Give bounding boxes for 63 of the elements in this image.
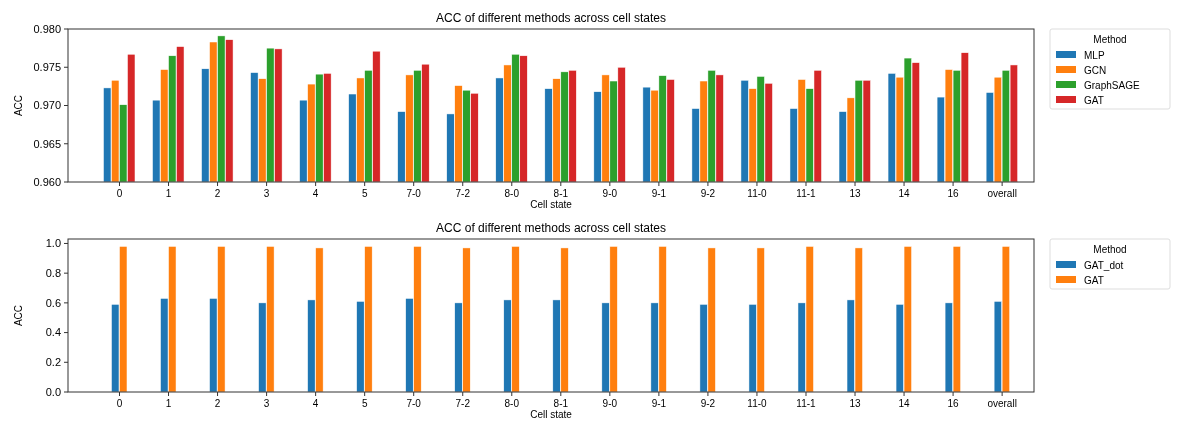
x-tick-label: 8-1 <box>553 188 569 199</box>
x-axis-title: Cell state <box>530 199 573 210</box>
legend-title: Method <box>1093 244 1127 255</box>
x-tick-label: 9-0 <box>602 188 618 199</box>
y-tick-label: 0.0 <box>45 385 61 398</box>
x-tick-label: overall <box>987 398 1017 409</box>
x-tick-label: 1 <box>165 398 172 409</box>
x-tick-label: 9-2 <box>700 398 716 409</box>
legend-label: GAT <box>1084 275 1104 286</box>
x-tick-label: 5 <box>361 398 368 409</box>
x-tick-label: 0 <box>116 188 123 199</box>
x-tick-label: 2 <box>214 398 221 409</box>
x-tick-label: 14 <box>898 188 911 199</box>
y-tick-label: 0.965 <box>33 137 61 150</box>
x-tick-label: 7-0 <box>406 398 422 409</box>
legend-label: GAT_dot <box>1084 260 1124 271</box>
x-tick-label: 4 <box>312 188 319 199</box>
x-tick-label: 7-2 <box>455 188 471 199</box>
x-tick-label: 1 <box>165 188 172 199</box>
y-tick-label: 0.975 <box>33 61 61 74</box>
chart-title: ACC of different methods across cell states <box>436 11 666 25</box>
y-axis-title: ACC <box>13 94 24 117</box>
y-tick-label: 0.970 <box>33 99 61 112</box>
x-tick-label: 14 <box>898 398 911 409</box>
legend-label: GraphSAGE <box>1084 80 1140 91</box>
x-tick-label: 9-1 <box>651 398 667 409</box>
y-tick-label: 0.960 <box>33 175 61 188</box>
x-tick-label: 7-0 <box>406 188 422 199</box>
x-tick-label: 11-1 <box>796 188 817 199</box>
x-tick-label: 13 <box>849 188 862 199</box>
y-tick-label: 0.6 <box>45 296 61 309</box>
x-tick-label: 11-1 <box>796 398 817 409</box>
x-tick-label: 9-2 <box>700 188 716 199</box>
chart-title: ACC of different methods across cell states <box>436 221 666 235</box>
x-tick-label: 0 <box>116 398 123 409</box>
x-tick-label: 3 <box>263 398 270 409</box>
x-tick-label: 9-0 <box>602 398 618 409</box>
y-tick-label: 0.4 <box>45 326 61 339</box>
y-tick-label: 0.2 <box>45 356 61 369</box>
y-tick-label: 0.980 <box>33 22 61 35</box>
x-tick-label: 8-1 <box>553 398 569 409</box>
x-tick-label: 5 <box>361 188 368 199</box>
x-tick-label: 7-2 <box>455 398 471 409</box>
x-axis-title: Cell state <box>530 409 573 420</box>
legend-label: GCN <box>1084 65 1107 76</box>
x-tick-label: 8-0 <box>504 398 520 409</box>
x-tick-label: 4 <box>312 398 319 409</box>
legend-title: Method <box>1093 34 1127 45</box>
x-tick-label: 11-0 <box>747 398 768 409</box>
x-tick-label: 16 <box>947 188 960 199</box>
y-tick-label: 1.0 <box>45 237 61 250</box>
x-tick-label: 9-1 <box>651 188 667 199</box>
x-tick-label: overall <box>987 188 1017 199</box>
y-tick-label: 0.8 <box>45 267 61 280</box>
x-tick-label: 13 <box>849 398 862 409</box>
x-tick-label: 11-0 <box>747 188 768 199</box>
legend-label: MLP <box>1084 50 1105 61</box>
x-tick-label: 8-0 <box>504 188 520 199</box>
x-tick-label: 2 <box>214 188 221 199</box>
legend-label: GAT <box>1084 95 1104 106</box>
x-tick-label: 16 <box>947 398 960 409</box>
x-tick-label: 3 <box>263 188 270 199</box>
y-axis-title: ACC <box>13 304 24 327</box>
